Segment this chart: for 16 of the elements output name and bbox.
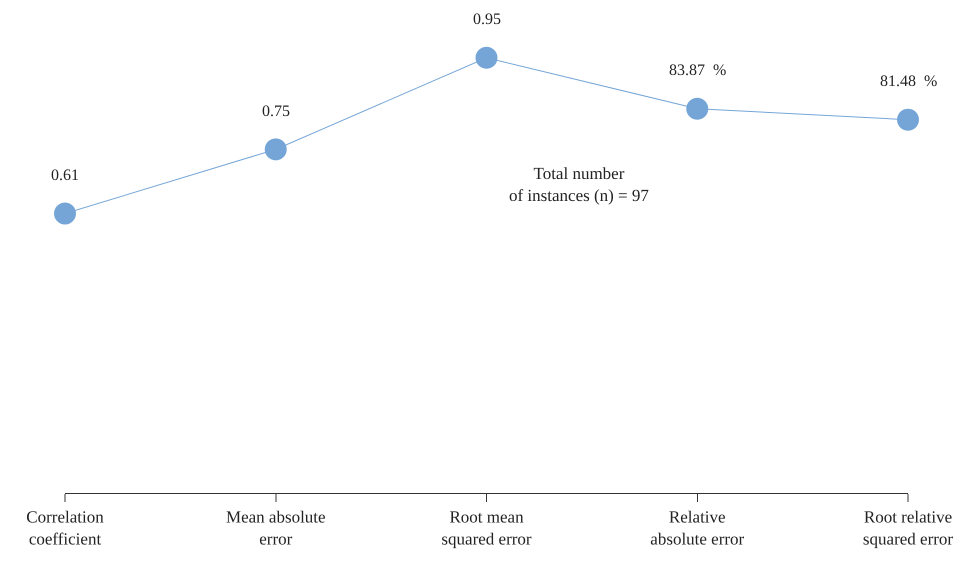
x-tick-label: Root relative squared error [862,507,954,548]
point [897,108,919,131]
data-label: 81.48 % [880,73,938,90]
x-tick-label: Root mean squared error [441,507,532,548]
point [686,98,708,120]
data-label: 83.87 % [669,62,726,79]
point [476,46,498,69]
x-tick-label: Correlation coefficient [26,507,104,548]
annotation: Total number of instances (n) = 97 [509,164,650,206]
x-tick-label: Relative absolute error [650,507,745,548]
data-label: 0.95 [473,11,501,28]
x-tick-label: Mean absolute error [226,507,326,548]
point [54,202,76,225]
point [264,138,287,160]
data-label: 0.61 [51,167,79,184]
data-label: 0.75 [262,103,290,120]
